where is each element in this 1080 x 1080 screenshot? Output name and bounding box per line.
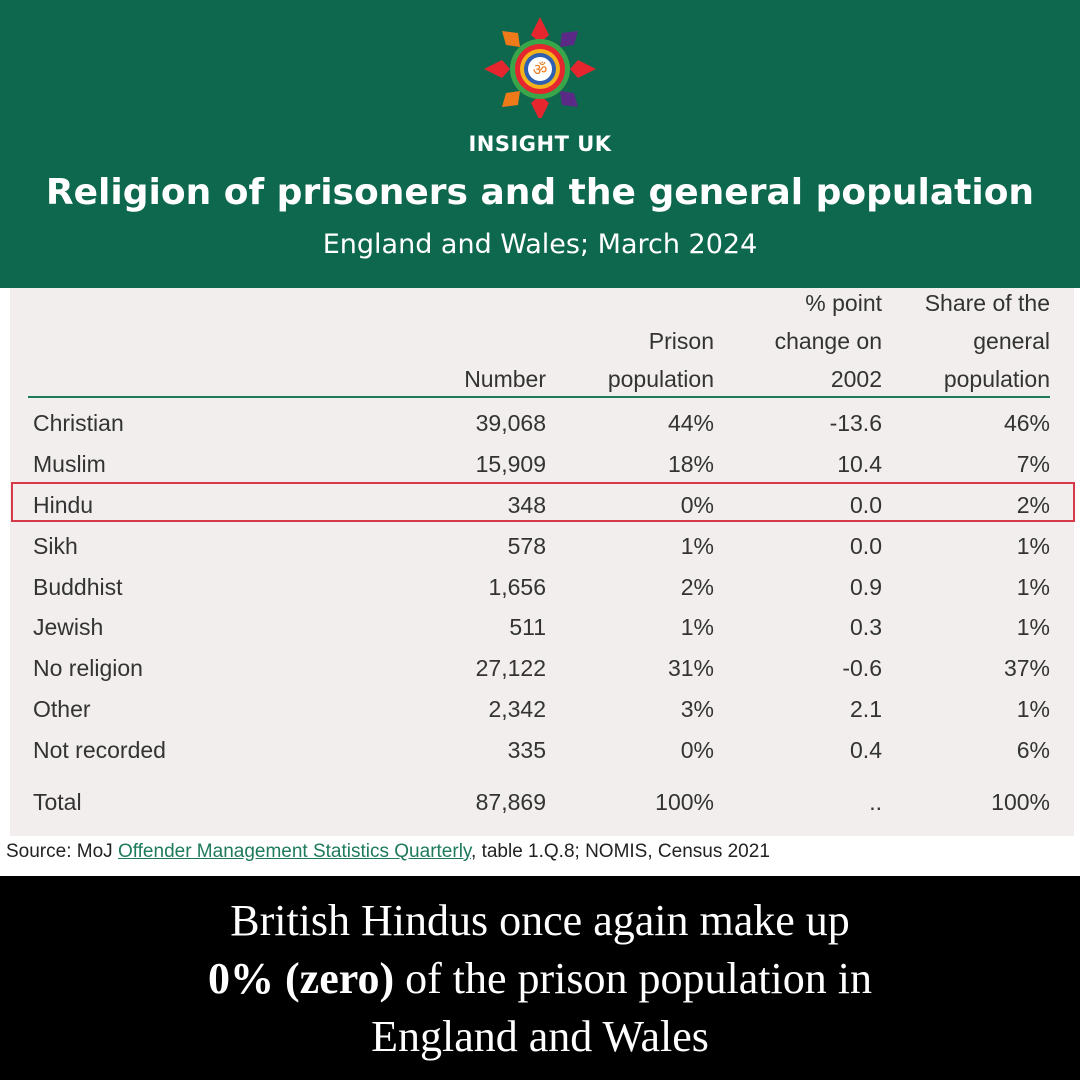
table-row-total: Total 87,869 100% .. 100% — [33, 789, 1050, 815]
hindu-row-highlight-box — [11, 482, 1075, 522]
logo-outer-petals — [484, 17, 596, 118]
column-header-prison-population: Prison population — [607, 328, 714, 392]
footer-line-2: 0% (zero) of the prison population in — [208, 954, 872, 1003]
table-row-muslim: Muslim 15,909 18% 10.4 7% — [33, 451, 1050, 477]
om-symbol-icon: ॐ — [533, 60, 548, 79]
page-title: Religion of prisoners and the general po… — [45, 172, 1035, 213]
table-row-jewish: Jewish 511 1% 0.3 1% — [33, 614, 1050, 640]
footer-line-3: England and Wales — [371, 1012, 709, 1061]
page-subtitle: England and Wales; March 2024 — [322, 229, 758, 260]
header-banner: ॐ INSIGHT UK Religion of prisoners and t… — [0, 0, 1080, 288]
table-row-hindu: Hindu 348 0% 0.0 2% — [33, 492, 1050, 518]
table-row-other: Other 2,342 3% 2.1 1% — [33, 696, 1050, 722]
column-header-general-population-share: Share of the general population — [924, 290, 1050, 392]
table-row-buddhist: Buddhist 1,656 2% 0.9 1% — [33, 574, 1050, 600]
religion-table: Number Prison population % point change … — [10, 288, 1074, 836]
column-header-point-change: % point change on 2002 — [774, 290, 882, 392]
brand-name: INSIGHT UK — [468, 132, 612, 156]
table-row-not-recorded: Not recorded 335 0% 0.4 6% — [33, 737, 1050, 763]
footer-line-1: British Hindus once again make up — [230, 896, 850, 945]
footer-banner: British Hindus once again make up 0% (ze… — [0, 876, 1080, 1080]
table-row-christian: Christian 39,068 44% -13.6 46% — [33, 410, 1050, 436]
table-row-no-religion: No religion 27,122 31% -0.6 37% — [33, 655, 1050, 681]
insight-uk-logo: ॐ — [484, 17, 596, 118]
column-header-number: Number — [464, 366, 546, 392]
source-link[interactable]: Offender Management Statistics Quarterly — [117, 841, 472, 862]
table-row-sikh: Sikh 578 1% 0.0 1% — [33, 533, 1050, 559]
header-divider — [28, 396, 1050, 398]
source-citation: Source: MoJ Offender Management Statisti… — [6, 841, 770, 862]
